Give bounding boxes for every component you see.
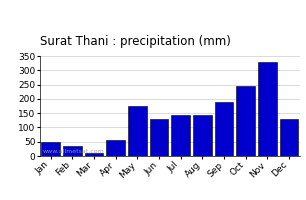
Bar [280,119,298,156]
Text: Surat Thani : precipitation (mm): Surat Thani : precipitation (mm) [40,35,231,48]
Bar [237,86,255,156]
Bar [171,115,190,156]
Bar [41,142,60,156]
Bar [128,106,147,156]
Bar [150,119,168,156]
Bar [63,146,81,156]
Bar [215,102,233,156]
Bar [106,140,125,156]
Bar [193,115,211,156]
Text: www.allmetsat.com: www.allmetsat.com [42,149,104,154]
Bar [258,62,277,156]
Bar [85,153,103,156]
